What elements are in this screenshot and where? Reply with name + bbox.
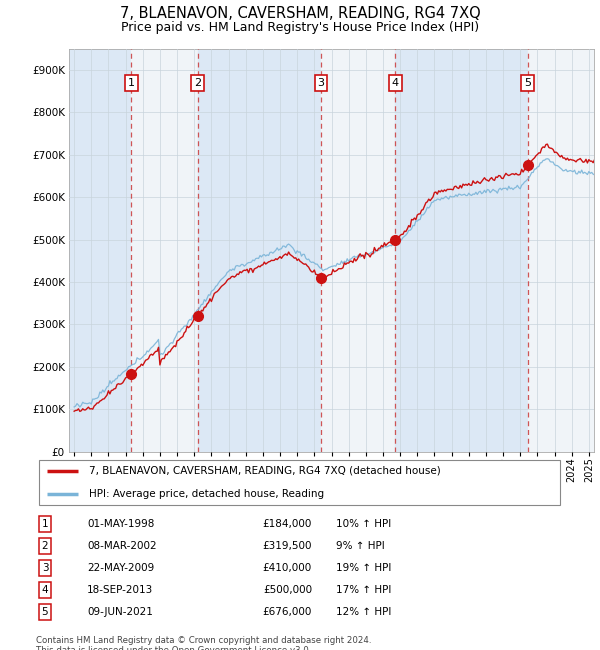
Bar [131, 49, 197, 452]
Bar [528, 49, 594, 452]
Text: 1: 1 [128, 78, 135, 88]
Text: 12% ↑ HPI: 12% ↑ HPI [336, 607, 391, 618]
Text: 7, BLAENAVON, CAVERSHAM, READING, RG4 7XQ (detached house): 7, BLAENAVON, CAVERSHAM, READING, RG4 7X… [89, 465, 440, 476]
Text: 5: 5 [41, 607, 49, 618]
Bar [197, 49, 321, 452]
Bar [321, 49, 395, 452]
Text: £319,500: £319,500 [263, 541, 312, 551]
Text: 4: 4 [392, 78, 399, 88]
Text: 01-MAY-1998: 01-MAY-1998 [87, 519, 154, 529]
Text: 5: 5 [524, 78, 531, 88]
Text: 10% ↑ HPI: 10% ↑ HPI [336, 519, 391, 529]
Text: £676,000: £676,000 [263, 607, 312, 618]
FancyBboxPatch shape [38, 460, 560, 505]
Text: 19% ↑ HPI: 19% ↑ HPI [336, 563, 391, 573]
Text: 9% ↑ HPI: 9% ↑ HPI [336, 541, 385, 551]
Text: £184,000: £184,000 [263, 519, 312, 529]
Text: 3: 3 [317, 78, 325, 88]
Text: 08-MAR-2002: 08-MAR-2002 [87, 541, 157, 551]
Text: HPI: Average price, detached house, Reading: HPI: Average price, detached house, Read… [89, 489, 324, 499]
Text: 2: 2 [194, 78, 201, 88]
Text: 1: 1 [41, 519, 49, 529]
Text: Price paid vs. HM Land Registry's House Price Index (HPI): Price paid vs. HM Land Registry's House … [121, 21, 479, 34]
Text: 2: 2 [41, 541, 49, 551]
Text: 22-MAY-2009: 22-MAY-2009 [87, 563, 154, 573]
Bar [395, 49, 528, 452]
Text: £500,000: £500,000 [263, 585, 312, 595]
Bar [69, 49, 131, 452]
Text: 4: 4 [41, 585, 49, 595]
Text: Contains HM Land Registry data © Crown copyright and database right 2024.
This d: Contains HM Land Registry data © Crown c… [36, 636, 371, 650]
Text: 18-SEP-2013: 18-SEP-2013 [87, 585, 153, 595]
Text: 17% ↑ HPI: 17% ↑ HPI [336, 585, 391, 595]
Text: 3: 3 [41, 563, 49, 573]
Text: 7, BLAENAVON, CAVERSHAM, READING, RG4 7XQ: 7, BLAENAVON, CAVERSHAM, READING, RG4 7X… [119, 6, 481, 21]
Text: 09-JUN-2021: 09-JUN-2021 [87, 607, 153, 618]
Text: £410,000: £410,000 [263, 563, 312, 573]
